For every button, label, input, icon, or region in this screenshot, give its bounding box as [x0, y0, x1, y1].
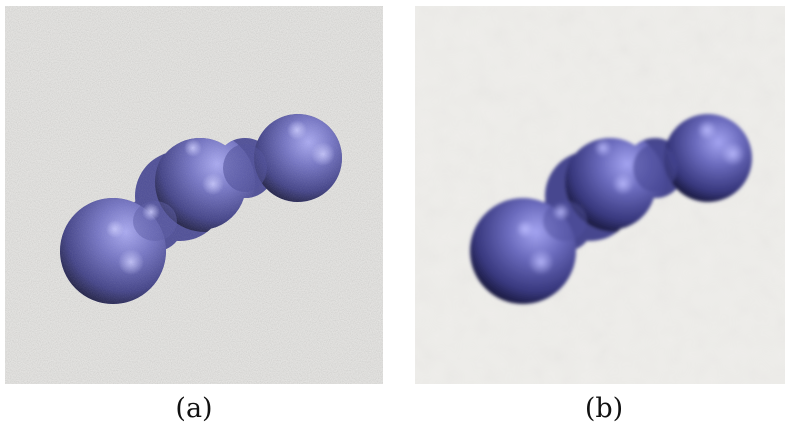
- denoised-blob-image: [415, 6, 785, 384]
- noisy-blob-image: [5, 6, 383, 384]
- blob-shape: [60, 114, 342, 304]
- figure-panel-b: [415, 6, 785, 384]
- figure-panel-a: [5, 6, 383, 384]
- caption-b: (b): [584, 393, 624, 424]
- caption-a: (a): [175, 393, 213, 424]
